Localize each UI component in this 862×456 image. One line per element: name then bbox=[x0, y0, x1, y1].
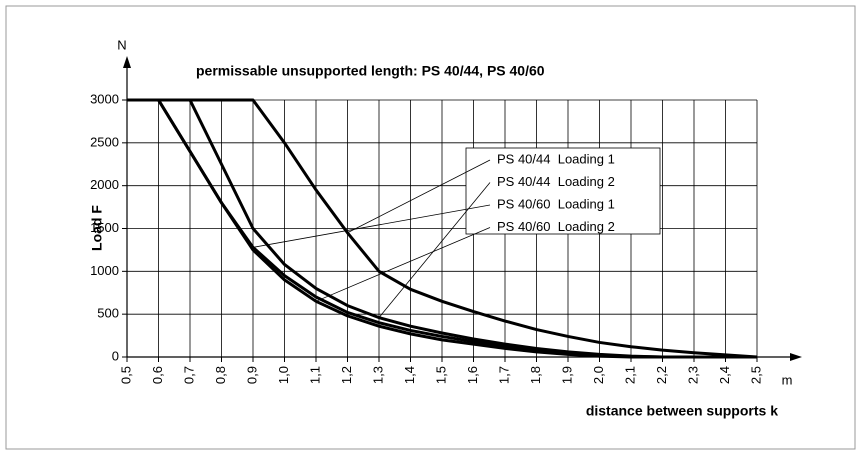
y-axis-label: Load F bbox=[89, 205, 105, 251]
legend-label: PS 40/60 Loading 1 bbox=[497, 196, 615, 211]
x-tick-label: 2,5 bbox=[748, 366, 763, 384]
x-tick-label: 2,0 bbox=[591, 366, 606, 384]
x-unit: m bbox=[782, 372, 793, 387]
legend-label: PS 40/44 Loading 2 bbox=[497, 174, 615, 189]
series-line bbox=[127, 98, 757, 359]
leader-line bbox=[315, 227, 491, 302]
x-tick-label: 1,2 bbox=[339, 366, 354, 384]
x-tick-label: 2,2 bbox=[654, 366, 669, 384]
leader-line bbox=[378, 182, 491, 318]
x-arrow bbox=[790, 353, 802, 361]
legend-label: PS 40/60 Loading 2 bbox=[497, 219, 615, 234]
y-tick-label: 3000 bbox=[90, 91, 119, 106]
x-axis-label: distance between supports k bbox=[586, 403, 778, 419]
y-tick-label: 1000 bbox=[90, 263, 119, 278]
leader-line bbox=[347, 159, 491, 234]
x-tick-label: 2,1 bbox=[622, 366, 637, 384]
x-tick-label: 1,8 bbox=[528, 366, 543, 384]
y-tick-label: 0 bbox=[112, 348, 119, 363]
x-tick-label: 1,7 bbox=[496, 366, 511, 384]
x-tick-label: 0,5 bbox=[118, 366, 133, 384]
chart-title: permissable unsupported length: PS 40/44… bbox=[196, 63, 545, 79]
x-tick-label: 1,4 bbox=[402, 366, 417, 384]
frame bbox=[5, 5, 856, 450]
legend-label: PS 40/44 Loading 1 bbox=[497, 151, 615, 166]
y-tick-label: 1500 bbox=[90, 220, 119, 235]
y-unit: N bbox=[117, 37, 126, 52]
x-tick-label: 1,1 bbox=[307, 366, 322, 384]
x-tick-label: 1,6 bbox=[465, 366, 480, 384]
x-tick-label: 1,5 bbox=[433, 366, 448, 384]
y-arrow bbox=[123, 56, 131, 68]
x-tick-label: 0,8 bbox=[213, 366, 228, 384]
x-tick-label: 0,7 bbox=[181, 366, 196, 384]
y-tick-label: 2000 bbox=[90, 177, 119, 192]
x-tick-label: 0,9 bbox=[244, 366, 259, 384]
x-tick-label: 1,3 bbox=[370, 366, 385, 384]
x-tick-label: 2,3 bbox=[685, 366, 700, 384]
leader-line bbox=[252, 204, 491, 248]
legend-box bbox=[465, 147, 661, 235]
x-tick-label: 1,0 bbox=[276, 366, 291, 384]
x-tick-label: 2,4 bbox=[717, 366, 732, 384]
series-line bbox=[127, 98, 758, 359]
x-tick-label: 0,6 bbox=[150, 366, 165, 384]
y-tick-label: 2500 bbox=[90, 134, 119, 149]
x-tick-label: 1,9 bbox=[559, 366, 574, 384]
y-tick-label: 500 bbox=[97, 306, 119, 321]
